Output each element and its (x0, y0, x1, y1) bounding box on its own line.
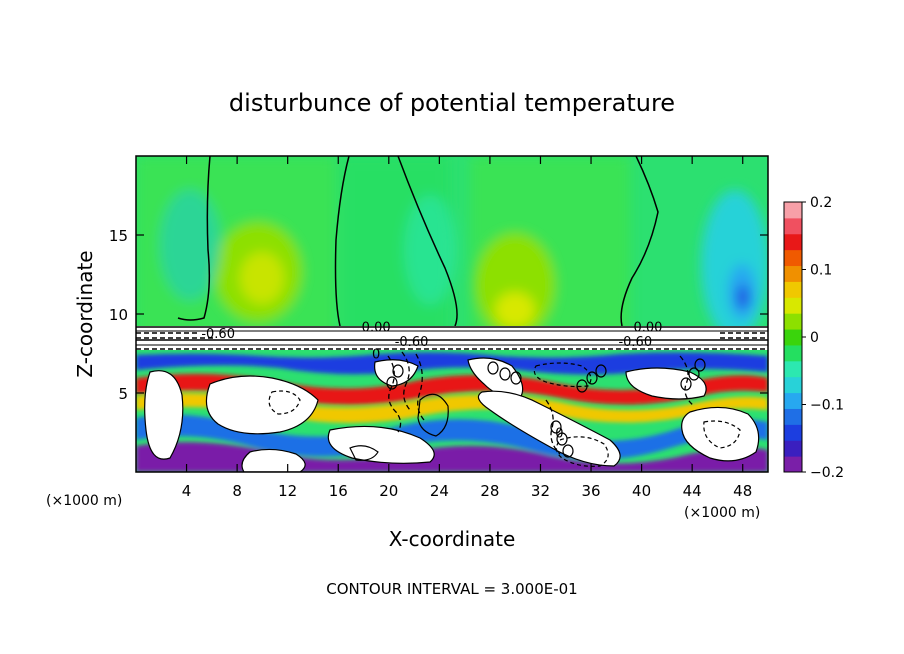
x-tick-label: 32 (531, 482, 550, 500)
x-tick-label: 44 (683, 482, 702, 500)
y-tick-label: 5 (118, 385, 128, 403)
inversion-contours (136, 326, 768, 350)
colorbar-segment (784, 297, 802, 314)
colorbar-tick-label: −0.2 (810, 465, 844, 481)
x-tick-label: 28 (480, 482, 499, 500)
colorbar-segment (784, 313, 802, 330)
colorbar-segment (784, 329, 802, 346)
x-tick-label: 12 (278, 482, 297, 500)
contour-label: 0 (555, 427, 563, 442)
small-loops (386, 358, 706, 458)
colorbar-segment (784, 408, 802, 425)
colorbar-segment (784, 202, 802, 219)
dark-contour-cluster (387, 351, 695, 455)
x-unit-right: (×1000 m) (684, 505, 760, 521)
chart-title: disturbunce of potential temperature (229, 89, 675, 117)
contour-label: 0.00 (633, 321, 662, 336)
colorbar-segment (784, 440, 802, 457)
upper-contours (177, 156, 659, 327)
x-tick-label: 16 (329, 482, 348, 500)
contour-label: -0.60 (618, 335, 652, 350)
colorbar-segment (784, 233, 802, 251)
x-tick-label: 40 (632, 482, 651, 500)
x-axis: 4 8 12 16 20 24 28 32 36 40 44 48 (182, 156, 752, 500)
boundary-layer (136, 350, 768, 472)
colorbar-segment (784, 249, 802, 267)
x-tick-label: 8 (232, 482, 242, 500)
x-tick-label: 20 (379, 482, 398, 500)
contour-label: 0 (372, 348, 380, 363)
colorbar-segment (784, 424, 802, 441)
y-axis-label: Z-coordinate (73, 250, 97, 377)
colorbar-segment (784, 456, 802, 473)
x-tick-label: 36 (581, 482, 600, 500)
contour-label: 0.00 (362, 321, 391, 336)
colorbar-segment (784, 281, 802, 298)
x-unit-left: (×1000 m) (46, 493, 122, 509)
colorbar-segment (784, 376, 802, 394)
colorbar-tick-label: 0.1 (810, 263, 832, 279)
contour-interval-note: CONTOUR INTERVAL = 3.000E-01 (326, 580, 577, 598)
x-axis-label: X-coordinate (389, 527, 516, 551)
colorbar-segment (784, 392, 802, 409)
colorbar-segment (784, 265, 802, 282)
colorbar-segment (784, 360, 802, 378)
x-tick-label: 24 (430, 482, 449, 500)
contour-label: -0.60 (395, 335, 429, 350)
colorbar-tick-label: −0.1 (810, 398, 844, 414)
x-tick-label: 48 (733, 482, 752, 500)
y-axis: 5 10 15 (109, 227, 768, 403)
contour-label: -0.60 (201, 327, 235, 342)
upper-field-anomalies (136, 156, 768, 350)
colorbar-tick-label: 0 (810, 330, 819, 346)
colorbar: 0.2 0.1 0 −0.1 −0.2 (783, 195, 844, 481)
white-eddies (144, 357, 760, 472)
y-tick-label: 15 (109, 227, 128, 245)
y-tick-label: 10 (109, 306, 128, 324)
colorbar-segment (784, 344, 802, 362)
colorbar-tick-label: 0.2 (810, 195, 832, 211)
x-tick-label: 4 (182, 482, 192, 500)
colorbar-segment (784, 217, 802, 235)
inversion-band (136, 326, 768, 350)
